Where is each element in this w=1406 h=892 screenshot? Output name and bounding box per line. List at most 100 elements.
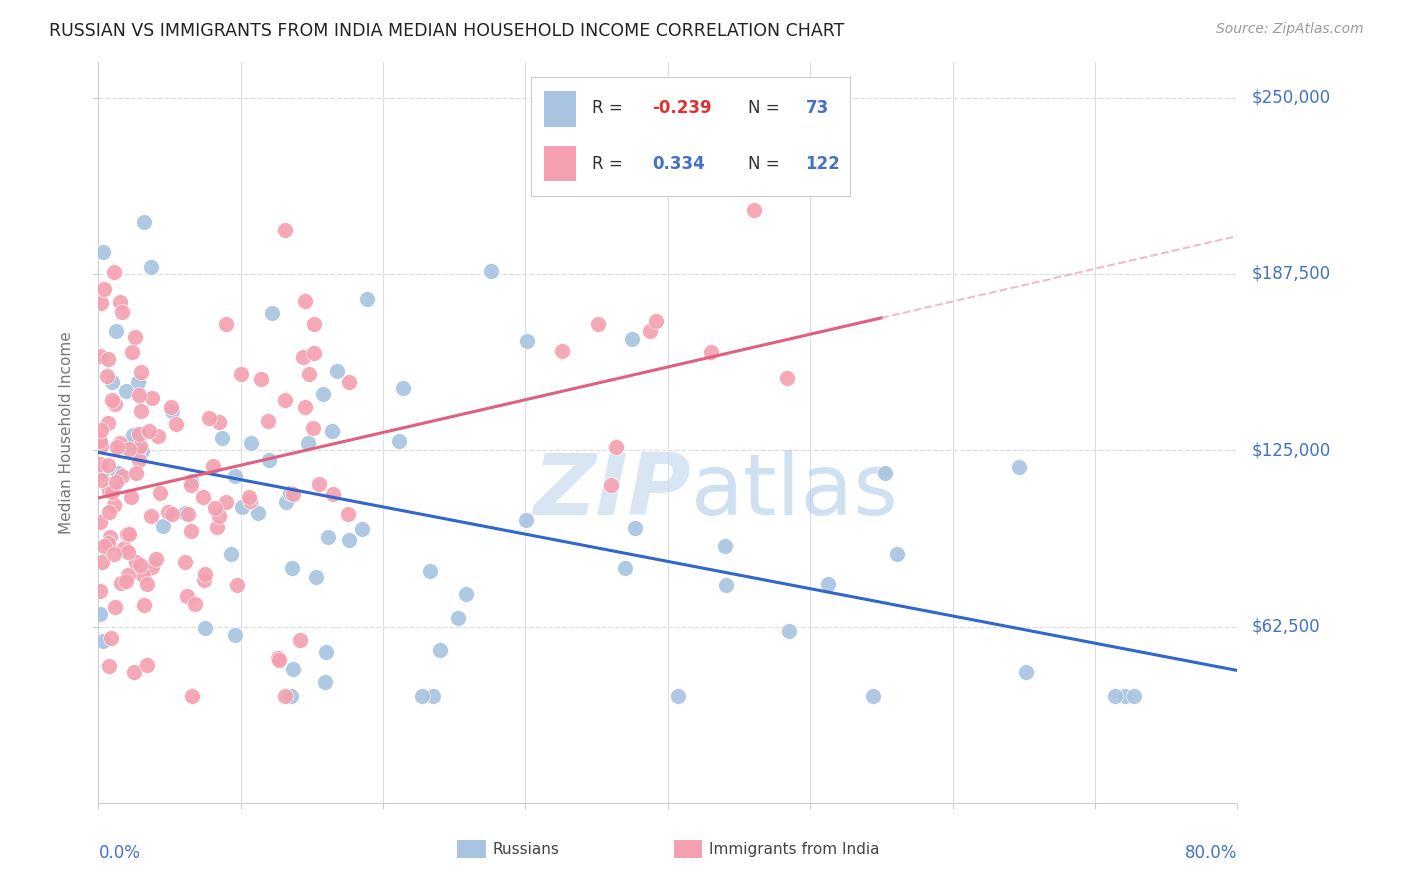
Point [139, 260, 162, 274]
Text: 0.0%: 0.0% [98, 844, 141, 862]
Point [742, 203, 765, 218]
Point [108, 436, 131, 450]
Point [90, 296, 112, 310]
Point [356, 293, 378, 307]
Point [141, 559, 163, 574]
Point [184, 597, 207, 611]
Point [224, 468, 246, 483]
Point [110, 294, 132, 309]
Point [714, 578, 737, 592]
Text: $250,000: $250,000 [1251, 88, 1330, 107]
Point [91, 555, 114, 569]
Point [239, 493, 262, 508]
Point [388, 434, 411, 449]
Point [132, 215, 155, 229]
Text: $125,000: $125,000 [1251, 442, 1330, 459]
Point [305, 570, 328, 584]
Point [238, 491, 260, 505]
Point [91, 245, 114, 260]
Point [817, 577, 839, 591]
Point [419, 564, 441, 578]
Point [97, 658, 120, 673]
Point [778, 624, 800, 638]
Point [392, 381, 415, 395]
Point [193, 490, 215, 504]
Point [422, 689, 444, 703]
Point [294, 400, 316, 414]
Point [97, 458, 120, 473]
Point [207, 519, 229, 533]
Point [288, 633, 311, 648]
Point [1122, 689, 1144, 703]
Point [219, 547, 242, 561]
Point [713, 539, 735, 553]
Point [101, 375, 124, 389]
Point [1104, 689, 1126, 703]
Point [128, 439, 150, 453]
Point [97, 505, 120, 519]
Point [204, 501, 226, 516]
Point [180, 524, 202, 539]
Point [125, 555, 148, 569]
Point [304, 346, 326, 360]
Point [516, 334, 538, 348]
Point [111, 469, 134, 483]
Point [314, 675, 336, 690]
Point [274, 223, 297, 237]
Point [89, 607, 111, 622]
Point [97, 416, 120, 430]
Point [138, 424, 160, 438]
Point [145, 552, 167, 566]
Point [125, 466, 148, 480]
FancyBboxPatch shape [457, 840, 485, 858]
Point [211, 431, 233, 445]
Point [700, 344, 723, 359]
Point [336, 507, 359, 521]
Point [120, 490, 142, 504]
Point [180, 477, 202, 491]
Point [173, 506, 195, 520]
Point [624, 521, 647, 535]
Point [278, 486, 301, 500]
Point [129, 558, 152, 572]
Point [283, 487, 305, 501]
Point [176, 589, 198, 603]
Point [91, 465, 114, 479]
Point [302, 421, 325, 435]
Point [515, 513, 537, 527]
Point [101, 484, 124, 499]
Text: 80.0%: 80.0% [1185, 844, 1237, 862]
Point [111, 305, 134, 319]
Point [454, 587, 477, 601]
Point [873, 467, 896, 481]
Point [110, 575, 132, 590]
Point [103, 498, 125, 512]
Text: $62,500: $62,500 [1251, 617, 1320, 635]
Point [128, 388, 150, 402]
Point [193, 573, 215, 587]
Point [429, 642, 451, 657]
Point [479, 264, 502, 278]
Point [165, 417, 187, 432]
Point [124, 330, 146, 344]
Point [127, 443, 149, 458]
Point [180, 474, 202, 488]
Point [550, 343, 572, 358]
Point [257, 414, 280, 428]
Point [103, 482, 125, 496]
Point [586, 317, 609, 331]
Point [103, 547, 125, 561]
Point [117, 545, 139, 559]
Point [174, 555, 197, 569]
Point [337, 376, 360, 390]
Point [97, 351, 120, 366]
Point [104, 475, 127, 489]
Y-axis label: Median Household Income: Median Household Income [59, 331, 75, 534]
Point [115, 526, 138, 541]
Point [90, 474, 112, 488]
Point [352, 522, 374, 536]
Point [1008, 460, 1031, 475]
Point [160, 404, 183, 418]
Point [297, 436, 319, 450]
Point [605, 440, 627, 454]
